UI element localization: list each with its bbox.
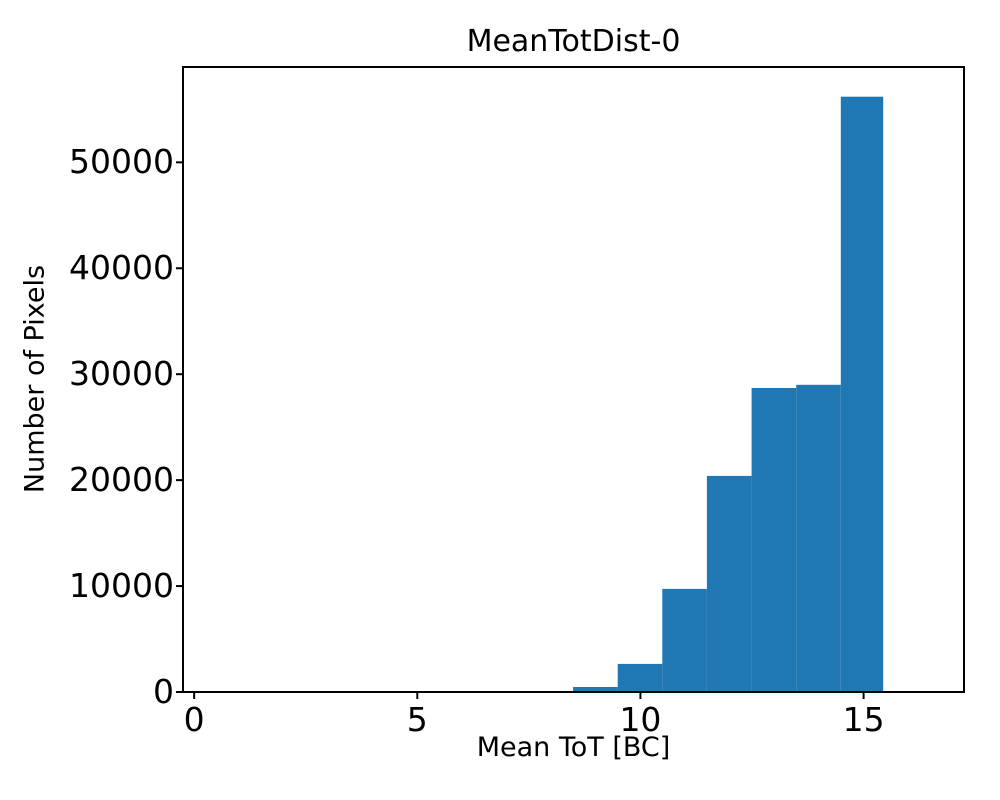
histogram-bar [662,588,707,692]
y-tick-label: 40000 [69,248,174,288]
x-tick-label: 15 [842,700,885,739]
y-tick-label: 50000 [69,142,174,182]
y-tick-label: 0 [153,672,174,711]
histogram-bar [617,663,663,692]
histogram-bar [840,96,884,692]
x-tick-label: 0 [183,700,205,739]
x-axis-label: Mean ToT [BC] [476,732,671,763]
y-tick-label: 20000 [69,460,174,500]
chart-title: MeanTotDist-0 [466,24,681,59]
x-tick-label: 10 [619,700,662,739]
axes-frame [182,66,965,693]
histogram-bar [706,475,752,692]
histogram-bar [796,384,841,692]
y-tick-label: 10000 [69,566,174,606]
x-tick-label: 5 [406,700,428,739]
y-tick-label: 30000 [69,354,174,394]
histogram-bar [573,687,618,692]
histogram-bar [751,388,797,692]
